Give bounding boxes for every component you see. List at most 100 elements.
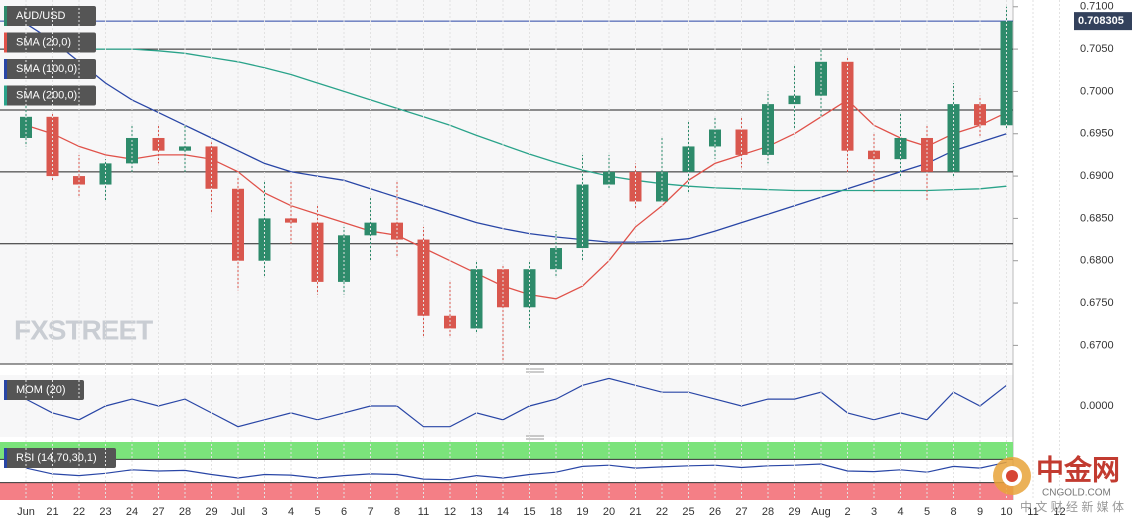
candle-body	[974, 104, 986, 126]
x-tick-label: 14	[497, 506, 509, 518]
candle-body	[629, 171, 642, 202]
candle-body	[550, 248, 562, 270]
x-tick-label: 21	[629, 506, 641, 518]
candle-body	[921, 137, 933, 172]
y-tick-label: 0.7050	[1080, 43, 1114, 55]
legend-label: SMA (100,0)	[16, 63, 77, 75]
x-tick-label: 27	[152, 506, 164, 518]
oversold-zone	[0, 482, 1013, 500]
x-tick-label: 7	[367, 506, 373, 518]
legend-swatch	[4, 448, 7, 468]
x-tick-label: 22	[656, 506, 668, 518]
x-tick-label: 13	[470, 506, 482, 518]
x-tick-label: 15	[523, 506, 535, 518]
legend-label: SMA (20,0)	[16, 36, 71, 48]
candle-body	[841, 61, 854, 151]
legend-box	[4, 6, 96, 26]
x-tick-label: 11	[1027, 506, 1038, 518]
x-tick-label: 5	[924, 506, 930, 518]
x-tick-label: 18	[550, 506, 562, 518]
x-tick-label: 4	[288, 506, 294, 518]
y-tick-label: 0.6900	[1080, 170, 1114, 182]
y-tick-label: 0.6850	[1080, 212, 1114, 224]
x-tick-label: 5	[314, 506, 320, 518]
candle-body	[20, 116, 32, 138]
legend-swatch	[4, 59, 7, 79]
x-tick-label: 20	[603, 506, 615, 518]
x-tick-label: Jul	[231, 506, 245, 518]
watermark-tagline: 中 文 财 经 新 媒 体	[1020, 499, 1124, 514]
y-tick-label: 0.6700	[1080, 339, 1114, 351]
x-tick-label: 10	[1000, 506, 1012, 518]
x-tick-label: 3	[871, 506, 877, 518]
x-tick-label: 8	[394, 506, 400, 518]
y-tick-label: 0.7100	[1080, 1, 1114, 13]
x-tick-label: 12	[1053, 506, 1065, 518]
candle-body	[682, 146, 695, 172]
candle-body	[868, 150, 880, 160]
rsi-line	[25, 461, 1007, 481]
logo: FXSTREET	[14, 314, 153, 345]
x-tick-label: 28	[179, 506, 191, 518]
mom-tick-label: 0.0000	[1080, 400, 1114, 412]
legend-label: AUD/USD	[16, 10, 66, 22]
x-tick-label: 26	[709, 506, 721, 518]
x-tick-label: 21	[46, 506, 58, 518]
candle-body	[205, 146, 218, 189]
x-tick-label: 27	[735, 506, 747, 518]
legend-box	[4, 59, 96, 79]
watermark: 中金网 CNGOLD.COM 中 文 财 经 新 媒 体	[993, 453, 1124, 514]
candle-body	[126, 137, 138, 164]
price-tag-label: 0.708305	[1078, 15, 1124, 27]
y-tick-label: 0.7000	[1080, 85, 1114, 97]
legend-swatch	[4, 380, 7, 400]
x-tick-label: 24	[126, 506, 138, 518]
legend-label: RSI (14,70,30,1)	[16, 452, 97, 464]
x-tick-label: 29	[788, 506, 800, 518]
candle-body	[46, 116, 59, 177]
sma-line	[26, 48, 1007, 192]
legend-swatch	[4, 32, 7, 53]
legend-box	[4, 380, 84, 400]
candle-body	[391, 222, 403, 240]
mom-line	[25, 377, 1007, 428]
candle-body	[656, 171, 668, 202]
x-tick-label: Jun	[17, 506, 35, 518]
candle-body	[258, 218, 271, 261]
x-tick-label: 4	[897, 506, 903, 518]
x-tick-label: 19	[576, 506, 588, 518]
x-tick-label: 2	[844, 506, 850, 518]
x-tick-label: 12	[444, 506, 456, 518]
y-tick-label: 0.6750	[1080, 297, 1114, 309]
candle-body	[815, 61, 827, 96]
legend-swatch	[4, 85, 7, 106]
legend-swatch	[4, 6, 7, 26]
x-tick-label: 3	[261, 506, 267, 518]
y-tick-label: 0.6800	[1080, 255, 1114, 267]
legend-box	[4, 448, 116, 468]
x-tick-label: 6	[341, 506, 347, 518]
candle-body	[470, 269, 483, 329]
legend-label: SMA (200,0)	[16, 89, 77, 101]
overbought-zone	[0, 442, 1013, 460]
candle-body	[338, 235, 350, 282]
x-tick-label: 28	[762, 506, 774, 518]
momentum-panel	[0, 375, 1013, 437]
legend-label: MOM (20)	[16, 384, 66, 396]
price-panel	[0, 0, 1013, 364]
x-tick-label: 23	[99, 506, 111, 518]
x-tick-label: 22	[73, 506, 85, 518]
x-tick-label: 29	[205, 506, 217, 518]
candle-body	[603, 171, 615, 185]
x-tick-label: Aug	[811, 506, 831, 518]
y-tick-label: 0.6950	[1080, 128, 1114, 140]
x-tick-label: 9	[977, 506, 983, 518]
x-tick-label: 8	[950, 506, 956, 518]
candle-body	[788, 95, 801, 105]
x-tick-label: 25	[682, 506, 694, 518]
watermark-title: 中金网	[1036, 453, 1120, 485]
candle-body	[444, 315, 456, 329]
legend-box	[4, 32, 96, 53]
price-tag	[1074, 12, 1132, 31]
